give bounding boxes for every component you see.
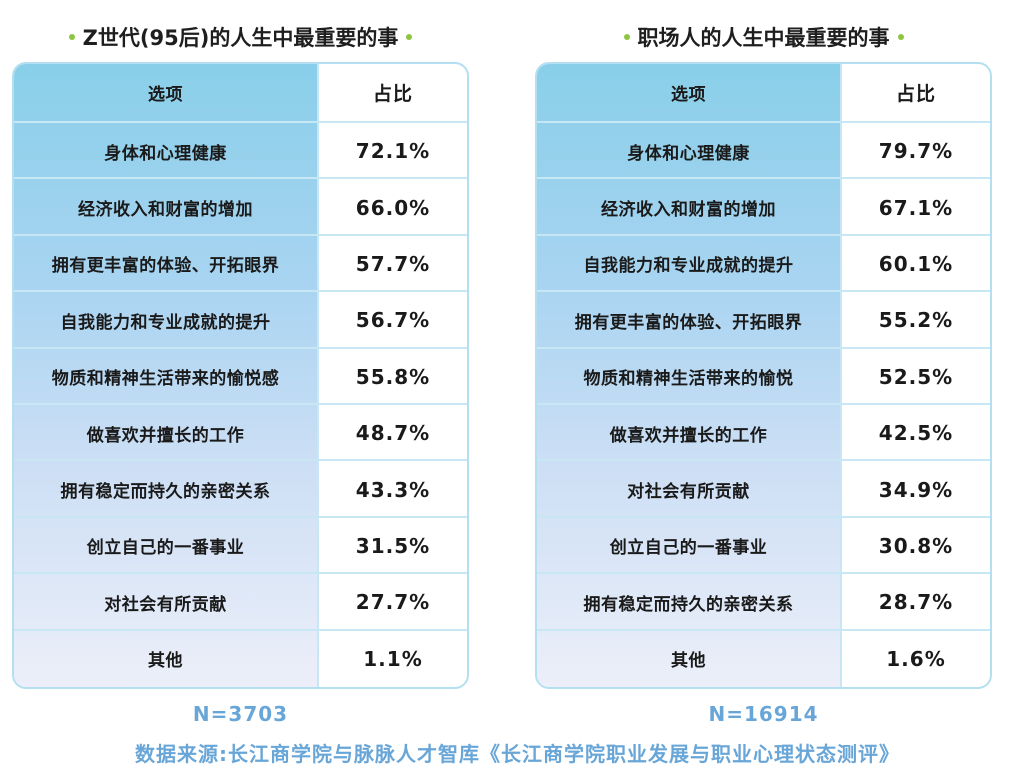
ratio-cell: 67.1% bbox=[840, 179, 990, 236]
bullet-dot-icon bbox=[623, 34, 630, 40]
option-column-background bbox=[14, 64, 317, 687]
option-column-background bbox=[537, 64, 840, 687]
table-header: 选项 占比 bbox=[14, 64, 467, 121]
header-option: 选项 bbox=[671, 85, 706, 105]
table-row: 拥有更丰富的体验、开拓眼界 55.2% bbox=[537, 290, 990, 349]
table-row: 拥有稳定而持久的亲密关系 43.3% bbox=[14, 459, 467, 518]
ratio-cell: 60.1% bbox=[840, 235, 990, 293]
ratio-cell: 31.5% bbox=[317, 517, 467, 575]
ratio-cell: 42.5% bbox=[840, 405, 990, 462]
ratio-cell: 28.7% bbox=[840, 574, 990, 631]
ratio-cell: 66.0% bbox=[317, 179, 467, 236]
ratio-cell: 34.9% bbox=[840, 461, 990, 518]
table-row: 拥有稳定而持久的亲密关系 28.7% bbox=[537, 572, 990, 631]
table-row: 物质和精神生活带来的愉悦 52.5% bbox=[537, 346, 990, 405]
option-cell: 拥有稳定而持久的亲密关系 bbox=[583, 594, 794, 615]
table-row: 自我能力和专业成就的提升 60.1% bbox=[537, 233, 990, 293]
ratio-cell: 57.7% bbox=[317, 235, 467, 293]
table-row: 其他 1.1% bbox=[14, 628, 467, 687]
option-cell: 对社会有所贡献 bbox=[104, 594, 227, 615]
right-title-text: 职场人的人生中最重要的事 bbox=[637, 26, 890, 50]
bullet-dot-icon bbox=[897, 34, 904, 40]
table-row: 做喜欢并擅长的工作 48.7% bbox=[14, 403, 467, 462]
option-cell: 做喜欢并擅长的工作 bbox=[609, 425, 768, 446]
table-row: 物质和精神生活带来的愉悦感 55.8% bbox=[14, 346, 467, 405]
ratio-cell: 79.7% bbox=[840, 123, 990, 180]
ratio-cell: 52.5% bbox=[840, 348, 990, 405]
option-cell: 拥有稳定而持久的亲密关系 bbox=[60, 482, 271, 503]
table-row: 创立自己的一番事业 30.8% bbox=[537, 515, 990, 575]
ratio-cell: 30.8% bbox=[840, 517, 990, 575]
bullet-dot-icon bbox=[68, 34, 75, 40]
left-title: Z世代(95后)的人生中最重要的事 bbox=[12, 22, 469, 52]
ratio-cell: 48.7% bbox=[317, 405, 467, 462]
option-cell: 身体和心理健康 bbox=[627, 143, 750, 164]
table-row: 其他 1.6% bbox=[537, 628, 990, 687]
data-source: 数据来源:长江商学院与脉脉人才智库《长江商学院职业发展与职业心理状态测评》 bbox=[135, 742, 900, 766]
table-row: 对社会有所贡献 27.7% bbox=[14, 572, 467, 631]
right-title: 职场人的人生中最重要的事 bbox=[535, 22, 992, 52]
table-row: 创立自己的一番事业 31.5% bbox=[14, 515, 467, 575]
bullet-dot-icon bbox=[406, 34, 413, 40]
option-cell: 经济收入和财富的增加 bbox=[601, 200, 776, 221]
option-cell: 创立自己的一番事业 bbox=[609, 538, 768, 559]
option-cell: 做喜欢并擅长的工作 bbox=[86, 425, 245, 446]
table-row: 经济收入和财富的增加 66.0% bbox=[14, 177, 467, 236]
table-row: 身体和心理健康 72.1% bbox=[14, 121, 467, 180]
option-cell: 自我能力和专业成就的提升 bbox=[60, 312, 271, 333]
left-title-text: Z世代(95后)的人生中最重要的事 bbox=[82, 26, 399, 50]
option-cell: 其他 bbox=[671, 651, 706, 672]
table-row: 做喜欢并擅长的工作 42.5% bbox=[537, 403, 990, 462]
table-row: 拥有更丰富的体验、开拓眼界 57.7% bbox=[14, 233, 467, 293]
option-cell: 创立自己的一番事业 bbox=[86, 538, 245, 559]
ratio-cell: 55.2% bbox=[840, 292, 990, 349]
header-option: 选项 bbox=[148, 85, 183, 105]
option-cell: 经济收入和财富的增加 bbox=[78, 200, 253, 221]
ratio-cell: 72.1% bbox=[317, 123, 467, 180]
table-row: 经济收入和财富的增加 67.1% bbox=[537, 177, 990, 236]
ratio-cell: 55.8% bbox=[317, 348, 467, 405]
ratio-cell: 1.6% bbox=[840, 630, 990, 687]
option-cell: 自我能力和专业成就的提升 bbox=[583, 256, 794, 277]
left-table: 选项 占比 身体和心理健康 72.1% 经济收入和财富的增加 66.0% 拥有更丰富的体… bbox=[12, 62, 469, 689]
right-table: 选项 占比 身体和心理健康 79.7% 经济收入和财富的增加 67.1% 自我能力和专业… bbox=[535, 62, 992, 689]
option-cell: 身体和心理健康 bbox=[104, 143, 227, 164]
table-row: 对社会有所贡献 34.9% bbox=[537, 459, 990, 518]
option-cell: 拥有更丰富的体验、开拓眼界 bbox=[51, 256, 280, 277]
option-cell: 物质和精神生活带来的愉悦 bbox=[583, 369, 794, 390]
left-sample-size: N=3703 bbox=[192, 702, 289, 726]
right-sample-size: N=16914 bbox=[708, 702, 819, 726]
option-cell: 拥有更丰富的体验、开拓眼界 bbox=[574, 312, 803, 333]
ratio-cell: 1.1% bbox=[317, 630, 467, 687]
table-header: 选项 占比 bbox=[537, 64, 990, 121]
table-row: 身体和心理健康 79.7% bbox=[537, 121, 990, 180]
header-ratio: 占比 bbox=[317, 64, 467, 121]
option-cell: 其他 bbox=[148, 651, 183, 672]
option-cell: 对社会有所贡献 bbox=[627, 482, 750, 503]
option-cell: 物质和精神生活带来的愉悦感 bbox=[51, 369, 280, 390]
header-ratio: 占比 bbox=[840, 64, 990, 121]
ratio-cell: 27.7% bbox=[317, 574, 467, 631]
ratio-cell: 43.3% bbox=[317, 461, 467, 518]
ratio-cell: 56.7% bbox=[317, 292, 467, 349]
table-row: 自我能力和专业成就的提升 56.7% bbox=[14, 290, 467, 349]
